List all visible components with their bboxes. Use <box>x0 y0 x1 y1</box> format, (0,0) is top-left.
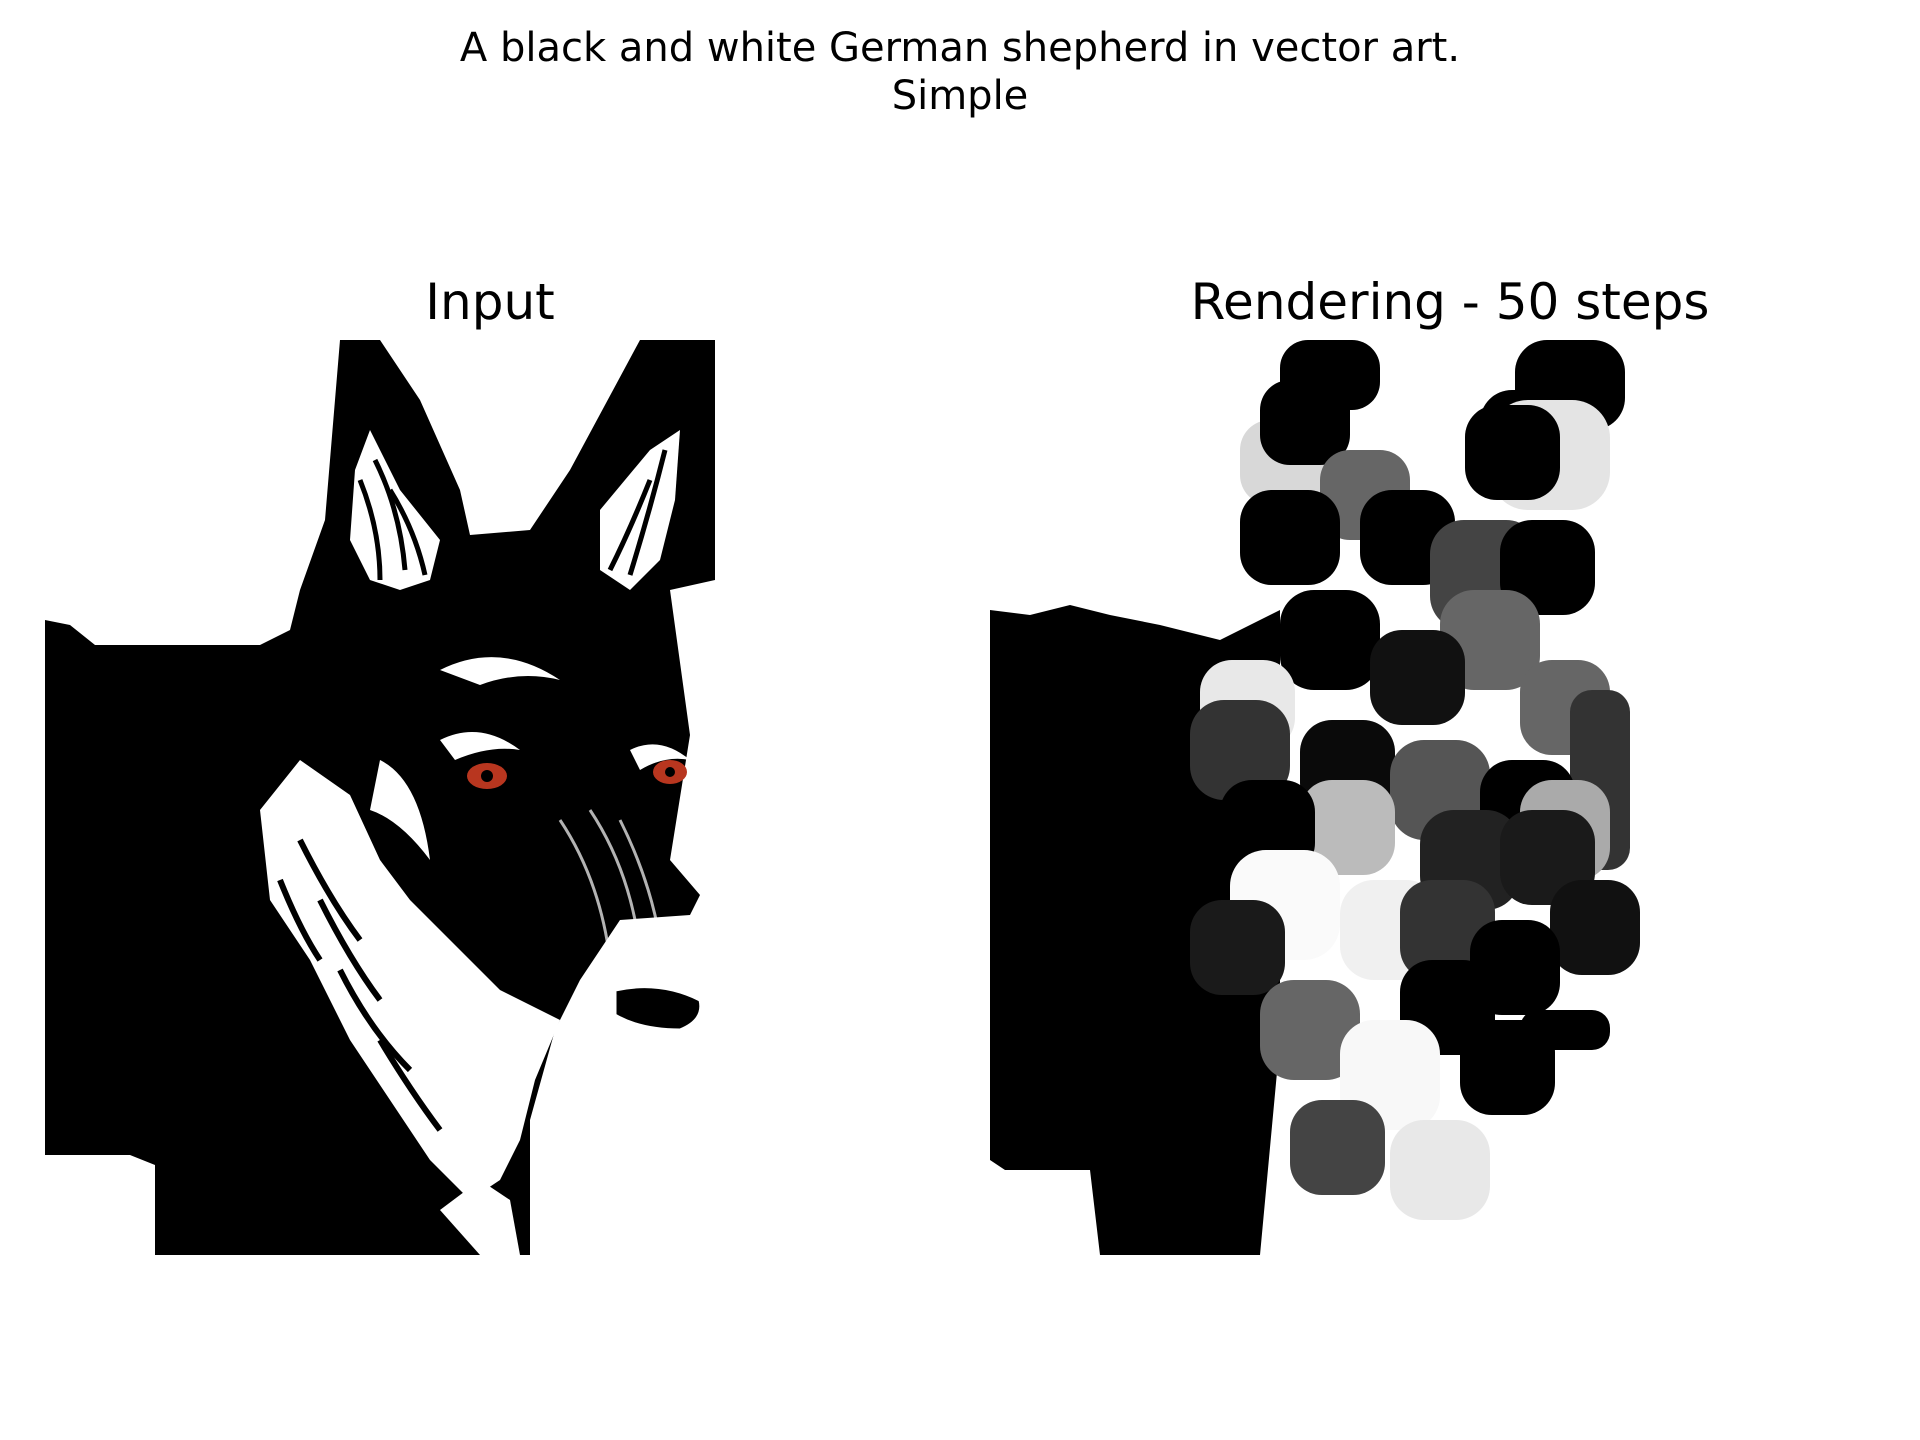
rendering-image-panel <box>960 340 1920 1260</box>
blob <box>1500 520 1595 615</box>
rendering-blobs <box>1190 340 1640 1220</box>
brow-highlight-right <box>630 744 690 770</box>
blob <box>1280 340 1380 410</box>
muzzle-streaks <box>558 809 662 961</box>
blob <box>1190 900 1285 995</box>
blob <box>1465 405 1560 500</box>
blob <box>1370 630 1465 725</box>
input-image-panel <box>0 340 960 1260</box>
rendering-output-image <box>990 340 1640 1255</box>
left-ear-hair <box>357 458 428 581</box>
blob <box>1550 880 1640 975</box>
blob <box>1390 1120 1490 1220</box>
right-ear-hair <box>607 449 668 576</box>
left-pupil <box>481 770 493 782</box>
cheek-highlight <box>370 760 430 860</box>
forehead-highlight <box>440 657 560 685</box>
figure-title-line-2: Simple <box>891 73 1029 119</box>
input-panel-title: Input <box>425 273 555 331</box>
brow-highlight-left <box>440 732 520 760</box>
figure-title-line-1: A black and white German shepherd in vec… <box>459 25 1461 71</box>
right-pupil <box>665 767 675 777</box>
dog-nose <box>613 985 703 1032</box>
blob <box>1280 590 1380 690</box>
blob <box>1240 490 1340 585</box>
chest-fur-streaks <box>277 838 443 1132</box>
rendering-panel-title: Rendering - 50 steps <box>1190 273 1710 331</box>
blob <box>1260 980 1360 1080</box>
blob <box>1300 780 1395 875</box>
blob <box>1190 700 1290 800</box>
blob <box>1520 1010 1610 1050</box>
neck-fur-bottom <box>440 1180 520 1255</box>
blob <box>1500 810 1595 905</box>
blob <box>1290 1100 1385 1195</box>
input-dog-image <box>45 340 715 1255</box>
chest-fur <box>260 760 560 1200</box>
